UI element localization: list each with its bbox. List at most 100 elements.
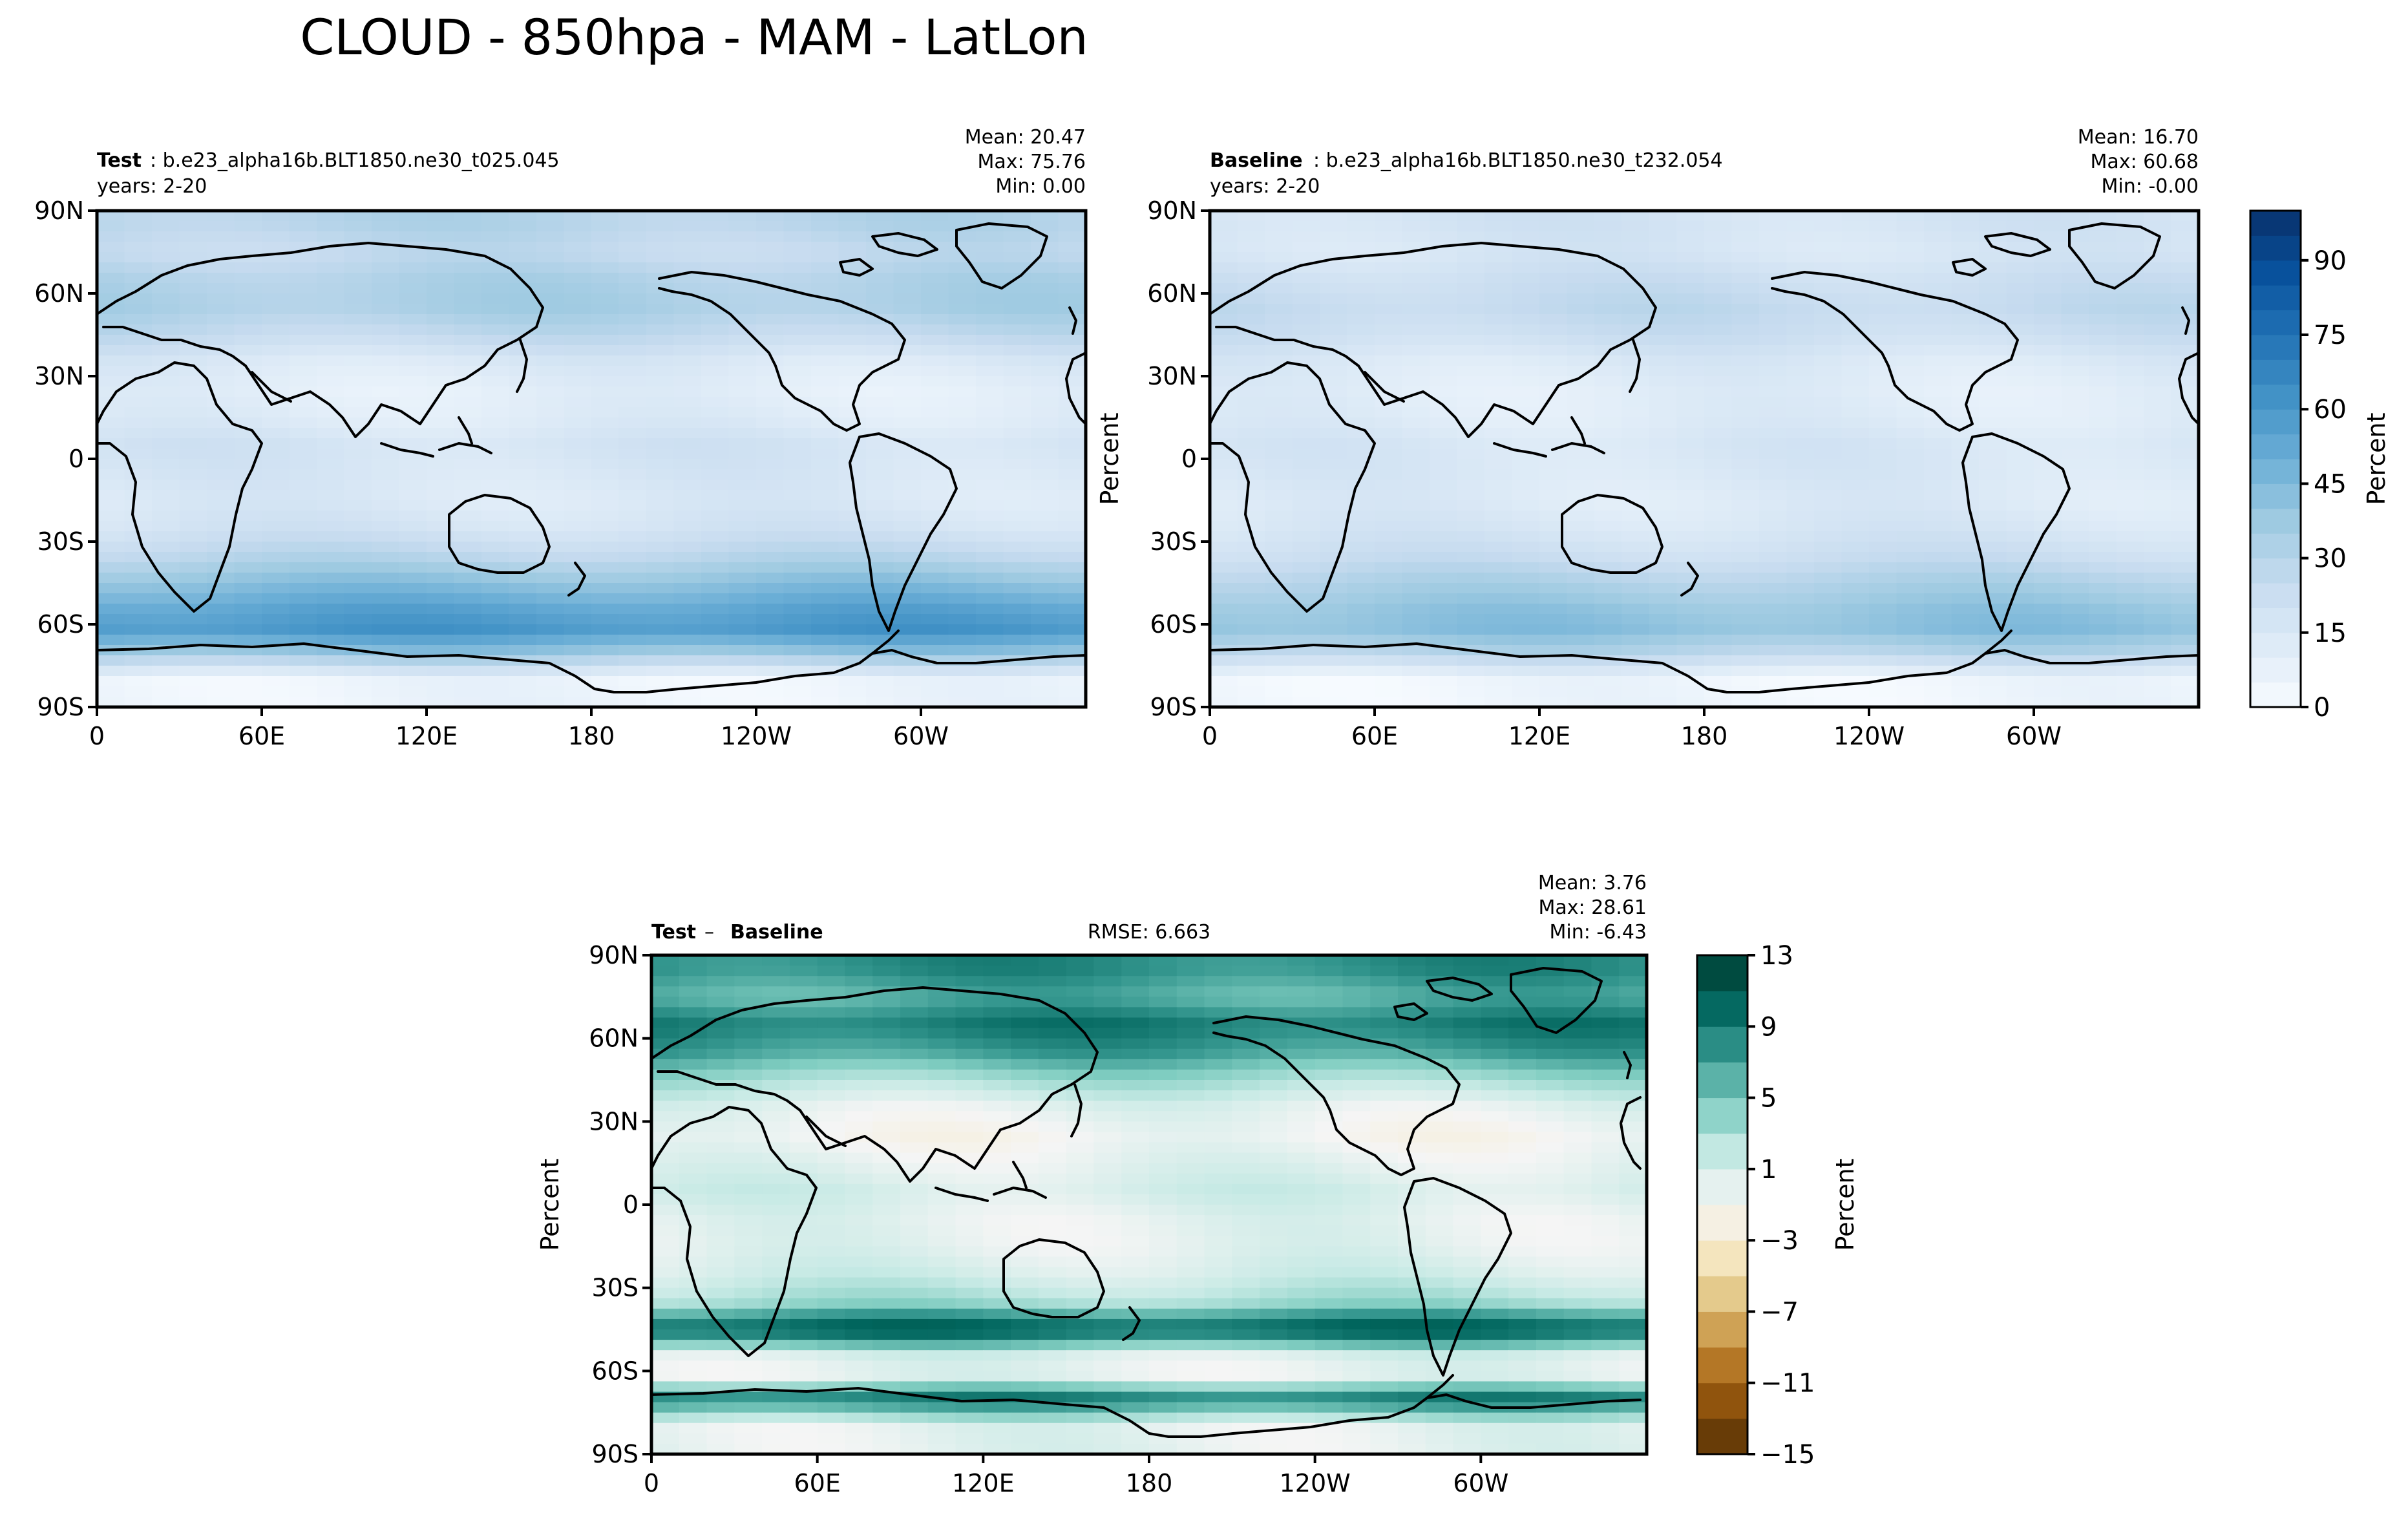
field-cell (811, 531, 840, 542)
field-cell (591, 231, 620, 242)
field-cell (1841, 376, 1870, 387)
field-cell (289, 531, 317, 542)
field-cell (1093, 1318, 1122, 1330)
field-cell (728, 417, 757, 428)
field-cell (591, 428, 620, 439)
field-cell (1210, 531, 1238, 542)
field-cell (262, 686, 290, 697)
field-cell (1058, 531, 1086, 542)
field-cell (454, 335, 482, 346)
field-cell (179, 531, 207, 542)
field-cell (536, 386, 565, 397)
field-cell (838, 645, 867, 656)
field-cell (1058, 252, 1086, 263)
field-cell (811, 428, 840, 439)
field-cell (454, 407, 482, 418)
field-cell (893, 490, 922, 501)
field-cell (955, 997, 984, 1008)
field-cell (1484, 459, 1513, 470)
field-cell (1066, 1340, 1095, 1351)
field-cell (1841, 531, 1870, 542)
field-cell (701, 480, 730, 491)
field-cell (1204, 1298, 1232, 1309)
field-cell (124, 221, 153, 232)
field-cell (344, 490, 372, 501)
field-cell (1896, 366, 1925, 377)
field-cell (1232, 1256, 1260, 1268)
field-cell (728, 345, 757, 356)
field-cell (1536, 1038, 1565, 1050)
field-cell (955, 976, 984, 987)
field-cell (454, 221, 482, 232)
field-cell (1347, 604, 1375, 615)
field-cell (1058, 676, 1086, 687)
field-cell (1204, 997, 1232, 1008)
field-cell (618, 635, 647, 646)
field-cell (427, 376, 455, 387)
field-cell (2006, 666, 2034, 677)
field-cell (1512, 511, 1540, 522)
field-cell (783, 262, 812, 273)
field-cell (618, 376, 647, 387)
field-cell (817, 1215, 846, 1226)
field-cell (673, 335, 702, 346)
field-cell (976, 676, 1004, 687)
field-cell (1038, 1069, 1067, 1081)
field-cell (1315, 1256, 1344, 1268)
field-cell (1342, 1318, 1371, 1330)
field-cell (1567, 273, 1595, 284)
field-cell (179, 345, 207, 356)
field-cell (1121, 986, 1150, 997)
field-cell (1841, 686, 1870, 697)
field-cell (2061, 283, 2089, 294)
field-cell (1539, 604, 1568, 615)
field-cell (1265, 676, 1293, 687)
field-cell (1619, 1246, 1647, 1258)
field-cell (955, 1048, 984, 1060)
field-cell (728, 511, 757, 522)
field-cell (262, 376, 290, 387)
field-cell (1315, 1225, 1344, 1236)
field-cell (454, 666, 482, 677)
field-cell (1759, 221, 1788, 232)
baseline-xtick-label: 0 (1202, 722, 1218, 750)
field-cell (481, 635, 510, 646)
field-cell (1093, 1277, 1122, 1289)
field-cell (1430, 428, 1458, 439)
field-cell (1011, 1194, 1039, 1205)
field-cell (124, 511, 153, 522)
field-cell (591, 676, 620, 687)
field-cell (1342, 1183, 1371, 1195)
field-cell (900, 1111, 929, 1122)
field-cell (1786, 676, 1815, 687)
field-cell (872, 1360, 901, 1371)
field-cell (1814, 438, 1843, 449)
field-cell (1011, 1121, 1039, 1133)
field-cell (1457, 562, 1485, 573)
field-cell (679, 1308, 708, 1320)
field-cell (845, 1225, 873, 1236)
field-cell (509, 366, 537, 377)
field-cell (344, 355, 372, 366)
field-cell (701, 366, 730, 377)
field-cell (1869, 593, 1897, 604)
field-cell (845, 1152, 873, 1164)
field-cell (948, 449, 977, 460)
field-cell (1567, 293, 1595, 304)
field-cell (900, 1318, 929, 1330)
field-cell (179, 614, 207, 625)
field-cell (2116, 304, 2144, 315)
field-cell (2006, 262, 2034, 273)
field-cell (1649, 397, 1678, 408)
field-cell (701, 345, 730, 356)
field-cell (1292, 252, 1320, 263)
field-cell (1563, 1236, 1592, 1247)
field-cell (701, 449, 730, 460)
field-cell (1567, 542, 1595, 553)
field-cell (1011, 1298, 1039, 1309)
field-cell (1093, 1090, 1122, 1101)
field-cell (646, 428, 675, 439)
field-cell (1342, 1287, 1371, 1299)
field-cell (1265, 355, 1293, 366)
field-cell (728, 593, 757, 604)
